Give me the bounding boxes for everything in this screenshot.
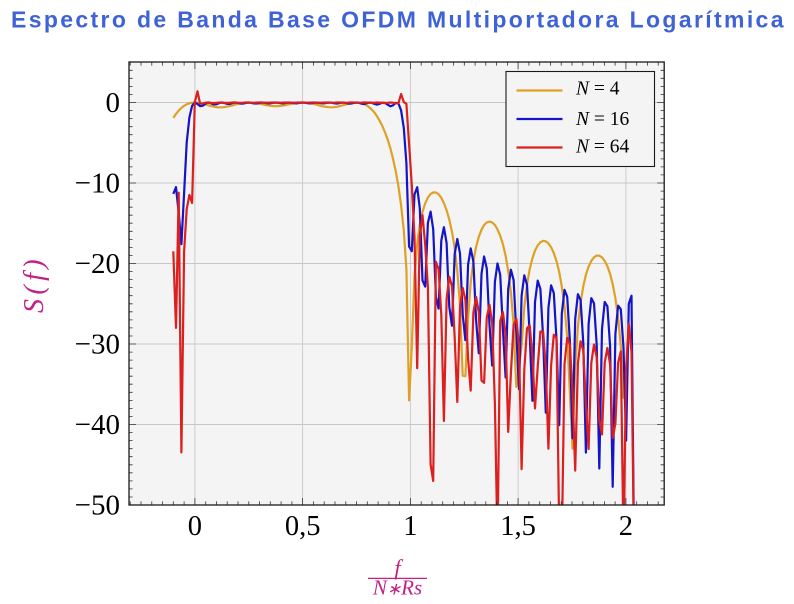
svg-text:f: f — [394, 555, 403, 580]
svg-text:N = 64: N = 64 — [575, 137, 630, 158]
svg-text:0,5: 0,5 — [285, 511, 321, 542]
svg-text:2: 2 — [619, 511, 633, 542]
svg-text:−20: −20 — [75, 248, 120, 280]
svg-text:−10: −10 — [75, 167, 120, 199]
svg-text:−30: −30 — [75, 328, 120, 360]
svg-text:0: 0 — [106, 87, 121, 119]
svg-text:N = 4: N = 4 — [575, 79, 620, 100]
svg-text:0: 0 — [188, 511, 202, 542]
svg-text:Espectro de Banda Base OFDM Mu: Espectro de Banda Base OFDM Multiportado… — [11, 7, 786, 33]
svg-text:1: 1 — [403, 511, 417, 542]
svg-text:−40: −40 — [75, 409, 120, 441]
svg-text:1,5: 1,5 — [500, 511, 536, 542]
svg-text:S(f): S(f) — [19, 255, 50, 313]
svg-text:N∗Rs: N∗Rs — [372, 576, 422, 600]
svg-text:−50: −50 — [75, 489, 120, 521]
svg-text:N = 16: N = 16 — [575, 109, 630, 130]
